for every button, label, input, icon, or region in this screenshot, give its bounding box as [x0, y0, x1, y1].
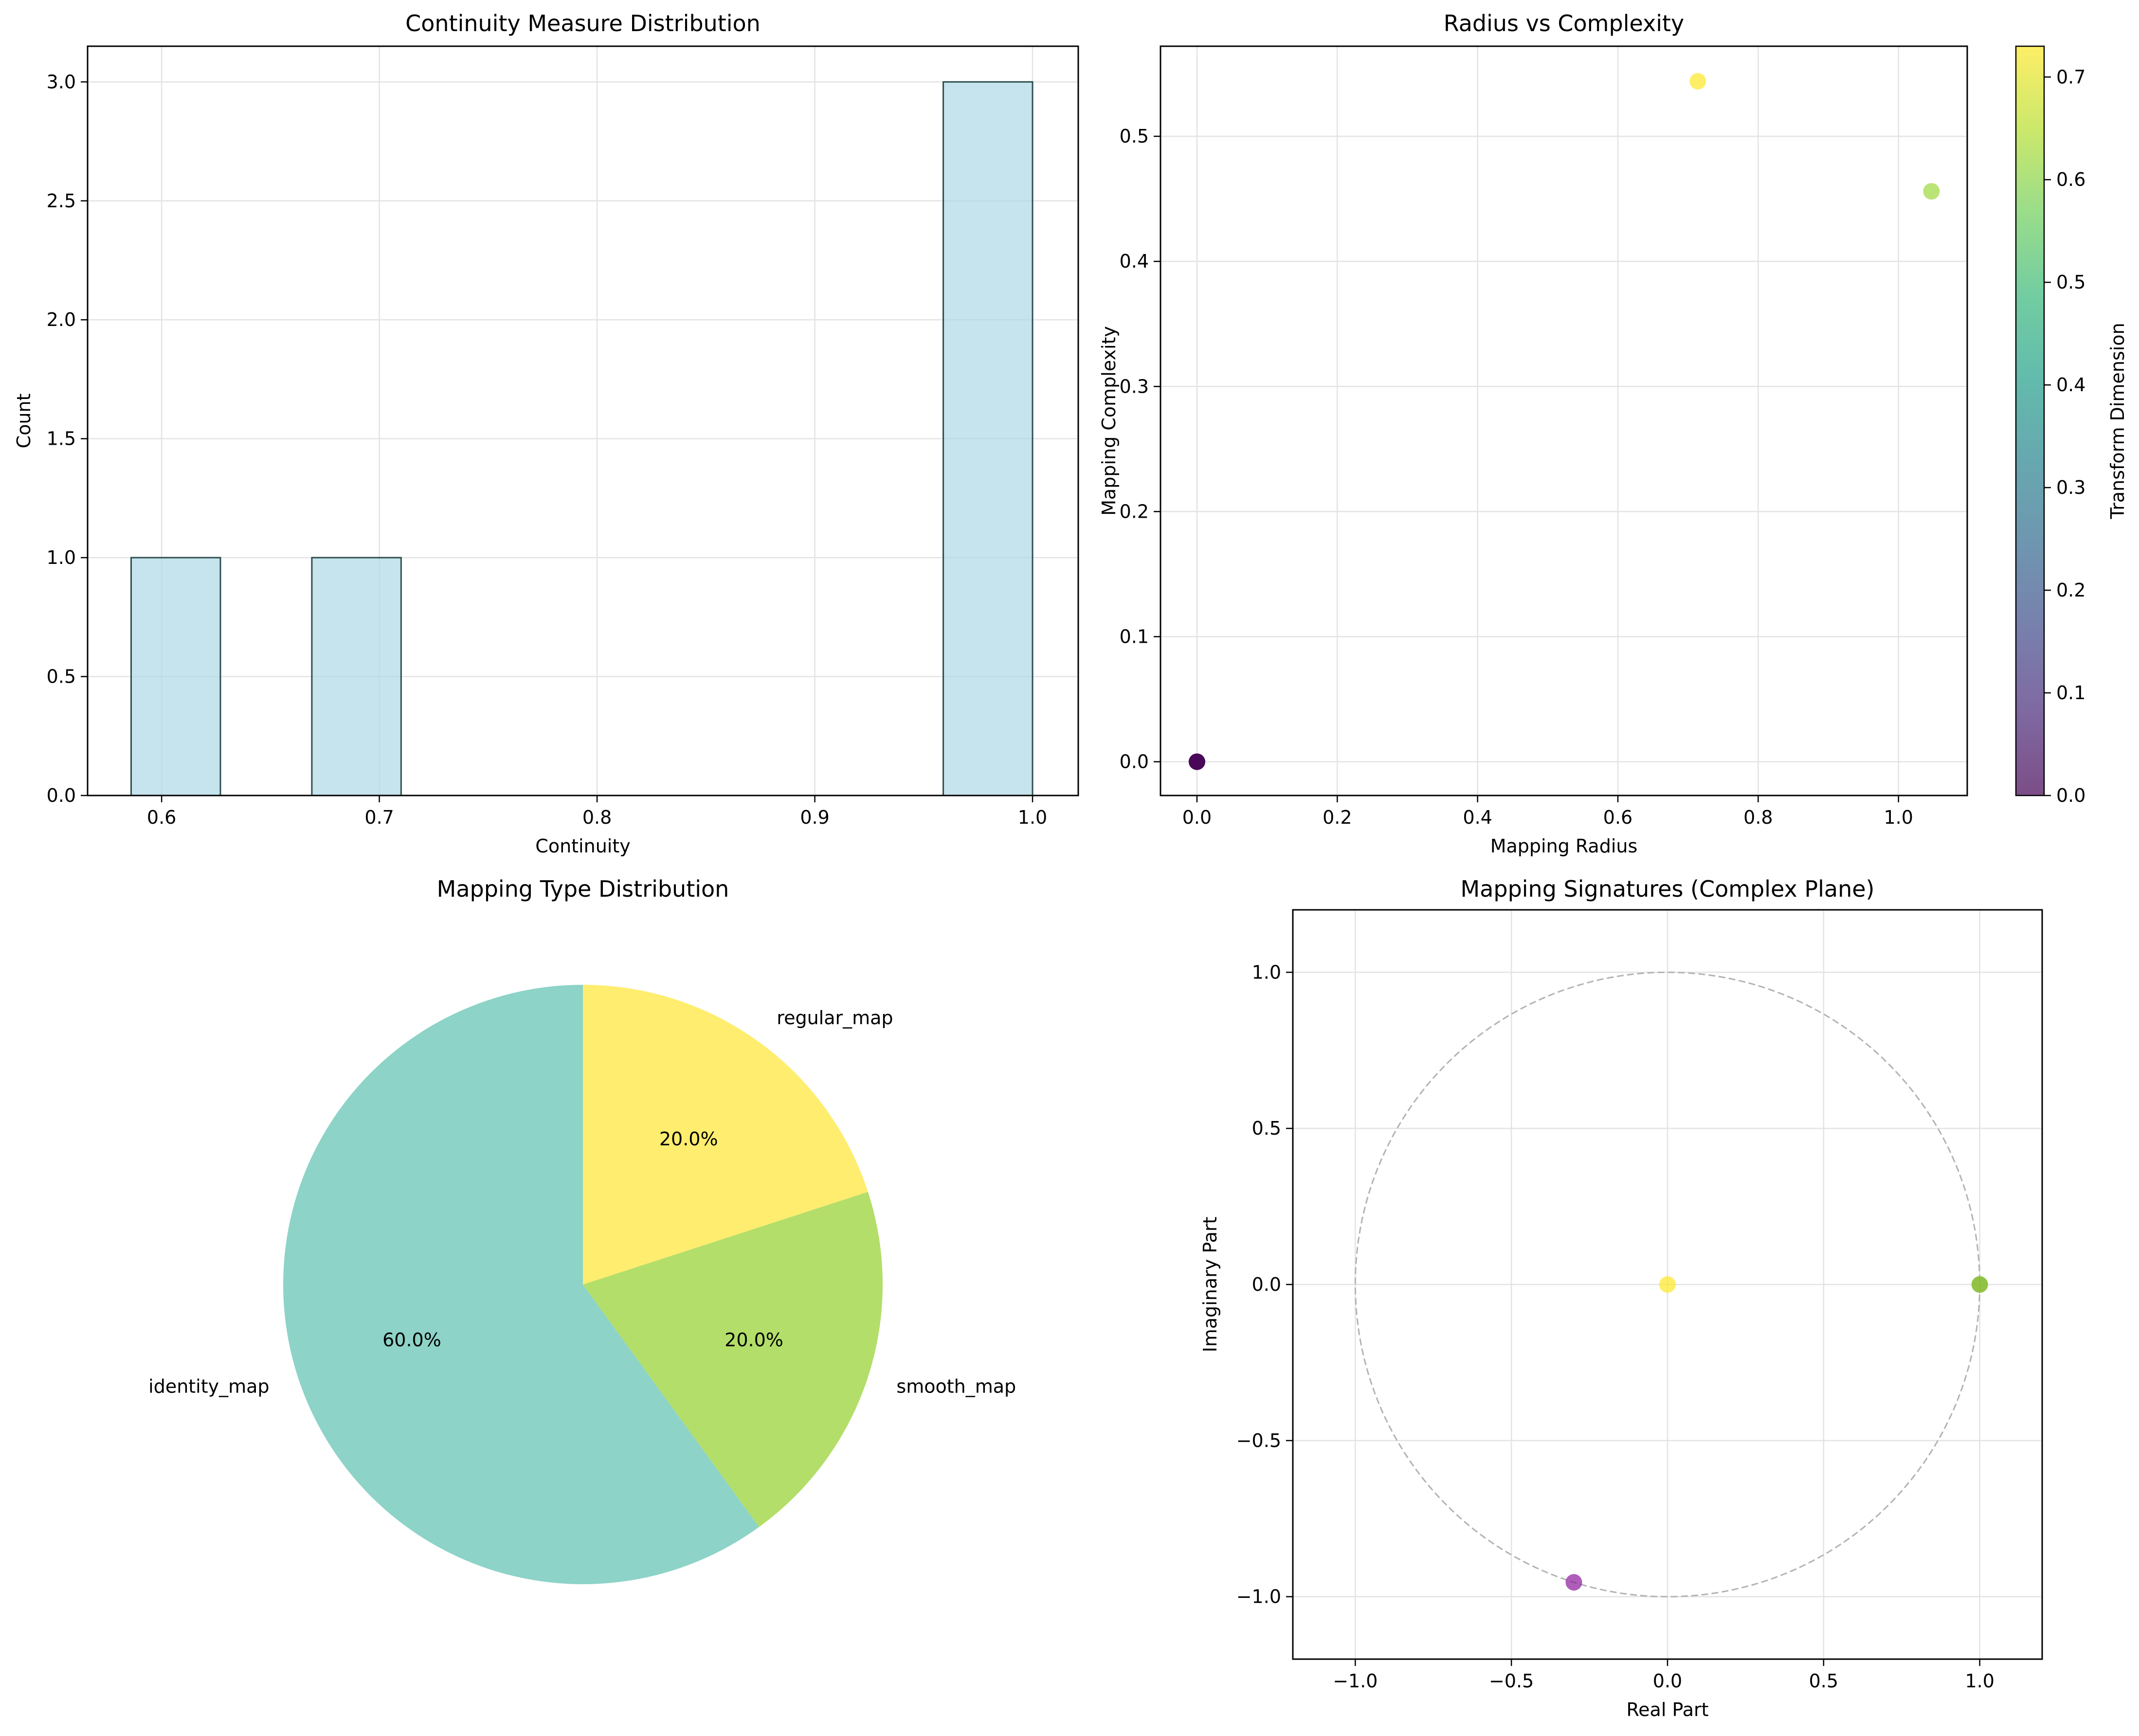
colorbar-tick-label: 0.4: [2056, 374, 2085, 396]
complex-plane-y-tick-label: 0.5: [1252, 1118, 1281, 1139]
complex-plane-x-ticks: −1.0 −0.5 0.0 0.5 1.0: [1333, 1659, 1994, 1692]
colorbar-tick-label: 0.5: [2056, 271, 2085, 293]
scatter-x-tick-label: 0.8: [1743, 807, 1773, 828]
histogram-x-axis-label: Continuity: [535, 835, 630, 857]
histogram-title: Continuity Measure Distribution: [405, 10, 761, 36]
complex-plane-y-tick-label: −0.5: [1236, 1430, 1281, 1451]
histogram-y-tick-label: 3.0: [47, 71, 76, 92]
scatter-y-tick-label: 0.4: [1120, 251, 1149, 272]
colorbar-tick-label: 0.2: [2056, 579, 2085, 601]
histogram-x-tick-label: 0.8: [582, 807, 612, 828]
pie-slice-regular-map: [583, 984, 868, 1284]
histogram-axes-frame: [87, 45, 1079, 796]
complex-plane-panel: Mapping Signatures (Complex Plane) −1.0−…: [1199, 876, 2043, 1720]
colorbar-gradient: [2015, 45, 2045, 796]
histogram-y-tick-label: 1.0: [47, 547, 76, 568]
complex-plane-point: [1971, 1276, 1988, 1293]
colorbar-tick-label: 0.6: [2056, 169, 2085, 190]
histogram-grid: [88, 46, 1078, 796]
histogram-x-tick-label: 1.0: [1018, 807, 1047, 828]
continuity-histogram-panel: Continuity Measure Distribution 0.6 0.7 0.…: [13, 10, 1079, 857]
pie-slice-identity-map: [283, 985, 760, 1585]
scatter-x-tick-label: 0.0: [1182, 807, 1212, 828]
scatter-grid: [1160, 46, 1967, 796]
scatter-y-tick-label: 0.2: [1120, 501, 1149, 522]
colorbar-tick-label: 0.1: [2056, 682, 2085, 704]
histogram-y-axis-label: Count: [13, 394, 35, 449]
pie-percent-label: 20.0%: [725, 1329, 783, 1351]
colorbar-label: Transform Dimension: [2107, 323, 2128, 519]
scatter-y-axis-label: Mapping Complexity: [1098, 326, 1120, 516]
complex-plane-title: Mapping Signatures (Complex Plane): [1461, 876, 1875, 902]
complex-plane-y-tick-label: 1.0: [1252, 961, 1281, 983]
pie-percent-label: 20.0%: [659, 1128, 718, 1150]
complex-plane-y-ticks: −1.0 −0.5 0.0 0.5 1.0: [1236, 961, 1293, 1608]
scatter-title: Radius vs Complexity: [1444, 10, 1684, 36]
scatter-y-tick-label: 0.1: [1120, 626, 1149, 647]
scatter-x-tick-label: 0.2: [1323, 807, 1352, 828]
pie-slice-smooth-map: [583, 1192, 883, 1527]
histogram-bar: [943, 81, 1033, 796]
complex-plane-x-tick-label: 0.5: [1809, 1670, 1838, 1692]
scatter-point: [1923, 183, 1940, 200]
complex-plane-y-tick-label: 0.0: [1252, 1274, 1281, 1295]
colorbar: 0.0 0.1 0.2 0.3 0.4 0.5 0.6 0.7 Transform Dimen…: [2015, 45, 2128, 806]
scatter-y-tick-label: 0.0: [1120, 751, 1149, 773]
histogram-y-ticks: 0.0 0.5 1.0 1.5 2.0 2.5 3.0: [47, 71, 88, 806]
scatter-x-tick-label: 0.4: [1463, 807, 1492, 828]
histogram-x-tick-label: 0.7: [364, 807, 394, 828]
radius-complexity-panel: Radius vs Complexity 0.0 0.2 0.4 0.6 0.8 1.0 …: [1098, 10, 2128, 857]
pie-label: smooth_map: [896, 1375, 1016, 1397]
complex-plane-point: [1565, 1574, 1582, 1591]
complex-plane-grid: [1293, 910, 2042, 1659]
scatter-axes-frame: [1160, 45, 1968, 796]
scatter-y-tick-label: 0.3: [1120, 376, 1149, 397]
scatter-point: [1188, 753, 1205, 770]
histogram-y-tick-label: 0.5: [47, 666, 76, 687]
pie-slices: [283, 984, 883, 1585]
scatter-x-ticks: 0.0 0.2 0.4 0.6 0.8 1.0: [1182, 796, 1913, 828]
histogram-x-tick-label: 0.6: [147, 807, 176, 828]
histogram-x-ticks: 0.6 0.7 0.8 0.9 1.0: [147, 796, 1047, 828]
scatter-x-axis-label: Mapping Radius: [1490, 835, 1638, 857]
scatter-x-tick-label: 0.6: [1603, 807, 1632, 828]
complex-plane-y-axis-label: Imaginary Part: [1199, 1217, 1221, 1353]
histogram-x-tick-label: 0.9: [800, 807, 829, 828]
complex-plane-x-tick-label: −1.0: [1333, 1670, 1378, 1692]
histogram-y-tick-label: 2.5: [47, 190, 76, 212]
histogram-y-tick-label: 0.0: [47, 785, 76, 806]
histogram-y-tick-label: 1.5: [47, 428, 76, 450]
pie-labels: identity_map 60.0% smooth_map 20.0% regular_…: [148, 1007, 1016, 1397]
complex-plane-x-tick-label: 0.0: [1653, 1670, 1682, 1692]
scatter-y-tick-label: 0.5: [1120, 126, 1149, 147]
complex-plane-x-axis-label: Real Part: [1626, 1699, 1708, 1720]
mapping-type-pie-panel: Mapping Type Distribution identity_map 60…: [148, 876, 1016, 1585]
histogram-y-tick-label: 2.0: [47, 309, 76, 330]
pie-label: identity_map: [148, 1375, 269, 1397]
histogram-bar: [130, 557, 221, 796]
complex-plane-points: [1565, 1276, 1988, 1591]
scatter-x-tick-label: 1.0: [1884, 807, 1913, 828]
complex-plane-x-tick-label: 1.0: [1965, 1670, 1994, 1692]
colorbar-tick-label: 0.0: [2056, 785, 2085, 806]
scatter-y-ticks: 0.0 0.1 0.2 0.3 0.4 0.5: [1120, 126, 1160, 773]
pie-title: Mapping Type Distribution: [437, 876, 729, 902]
complex-plane-x-tick-label: −0.5: [1489, 1670, 1534, 1692]
pie-percent-label: 60.0%: [382, 1329, 441, 1351]
complex-plane-point: [1659, 1276, 1676, 1293]
scatter-point: [1689, 72, 1706, 90]
pie-label: regular_map: [777, 1007, 893, 1029]
scatter-points: [1188, 72, 1940, 770]
colorbar-tick-label: 0.7: [2056, 66, 2085, 88]
colorbar-tick-label: 0.3: [2056, 477, 2085, 498]
histogram-bars: [130, 81, 1033, 796]
histogram-bar: [311, 557, 402, 796]
complex-plane-y-tick-label: −1.0: [1236, 1586, 1281, 1608]
colorbar-ticks: 0.0 0.1 0.2 0.3 0.4 0.5 0.6 0.7: [2044, 66, 2085, 806]
